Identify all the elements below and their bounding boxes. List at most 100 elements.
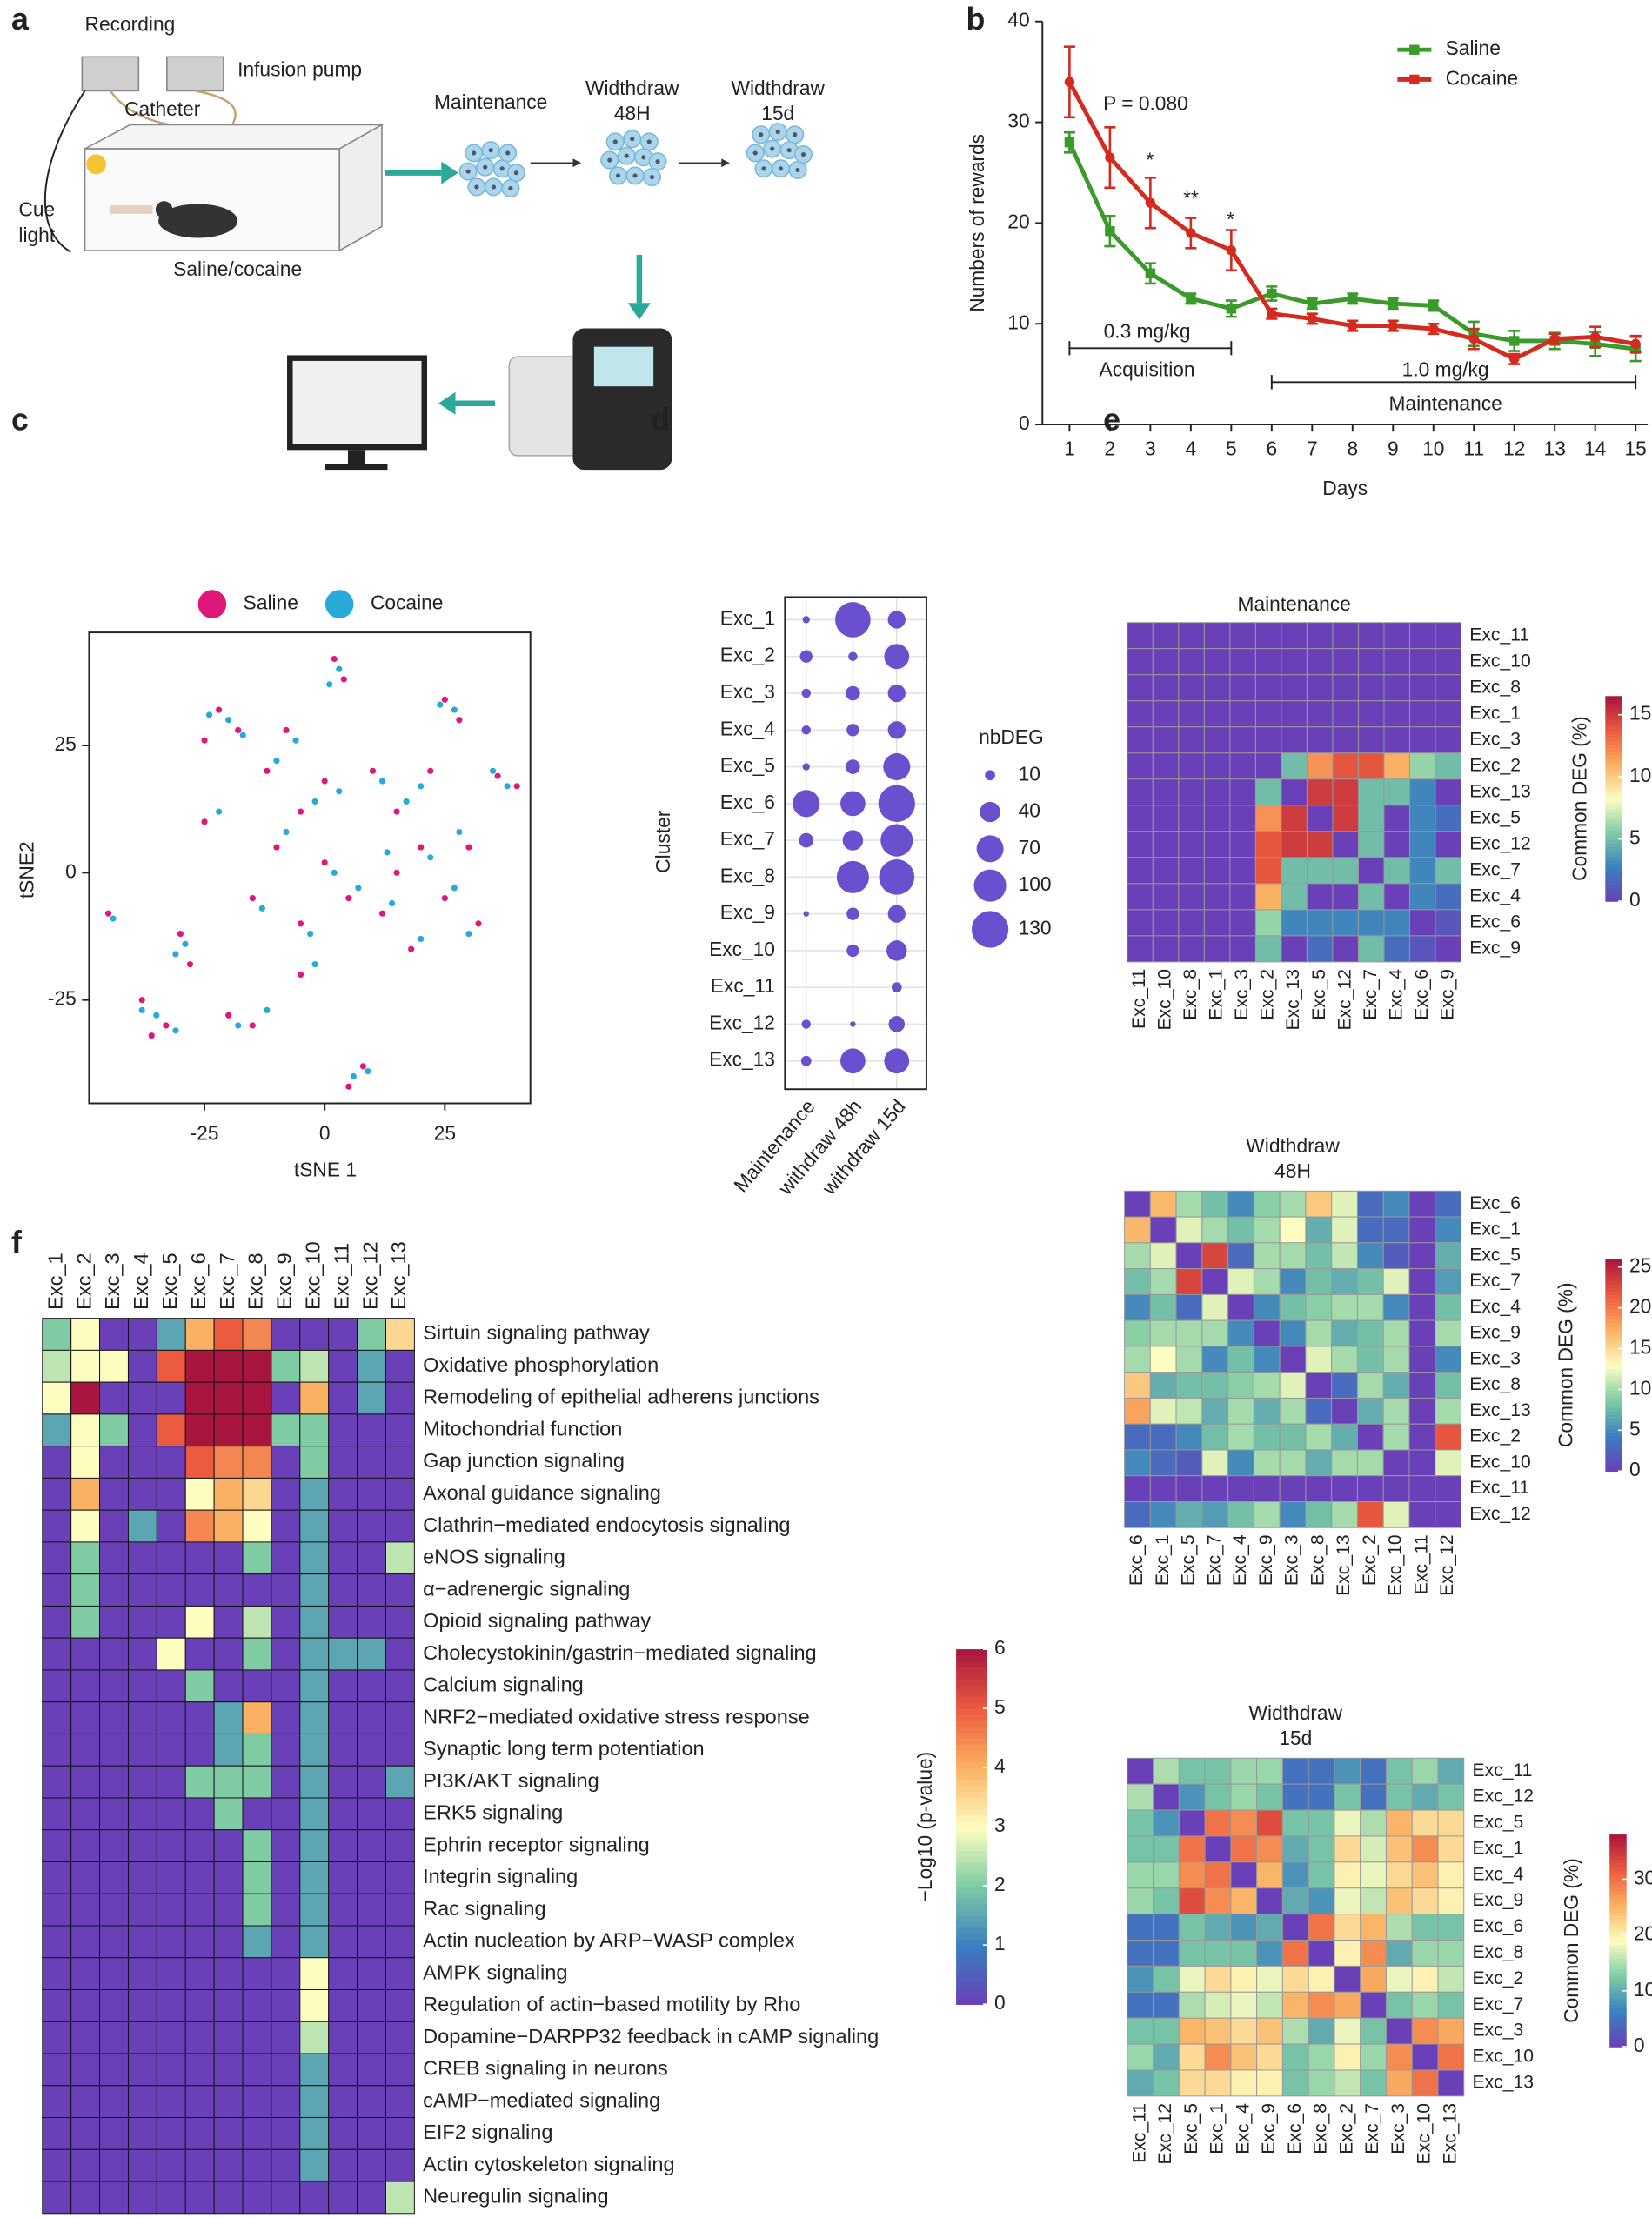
dot [803,911,809,917]
heatmap-cell [184,2117,215,2150]
heatmap-cell [1281,1757,1309,1785]
heatmap-cell [1279,1397,1307,1425]
heatmap-cell [1408,1190,1436,1218]
heatmap-cell [99,1637,129,1671]
colorbar-tick-label: 2 [994,1873,1006,1895]
column-label: Exc_9 [1437,969,1457,1020]
heatmap-cell [1281,726,1308,754]
heatmap-cell [357,1925,386,1959]
colorbar-segment [1609,1947,1627,1953]
heatmap-cell [1230,1887,1258,1915]
y-tick-label: Exc_5 [720,754,775,777]
heatmap-cell [99,1573,129,1607]
heatmap-cell [1279,1500,1307,1528]
heatmap-cell [1178,752,1205,780]
heatmap-cell [1279,1242,1307,1270]
heatmap-cell [299,2148,330,2182]
heatmap-cell [1124,1475,1151,1502]
point [441,696,448,703]
heatmap-cell [1229,883,1256,911]
dot [799,832,814,848]
heatmap-cell [1153,1991,1180,2019]
x-tick-label: 4 [1186,437,1197,459]
heatmap-cell [1201,1216,1229,1244]
colorbar-segment [1609,1926,1627,1931]
heatmap-cell [242,1541,272,1575]
heatmap-cell [1178,1940,1206,1967]
heatmap-cell [42,2117,72,2150]
heatmap-cell [1152,700,1180,728]
heatmap-cell [357,1413,386,1447]
heatmap-cell [70,2053,101,2087]
colorbar-segment [1605,723,1622,728]
cell-nucleus [632,173,638,178]
colorbar-segment [1609,2014,1627,2020]
heatmap-cell [1178,857,1205,885]
point [418,935,425,943]
heatmap-cell [385,1925,415,1959]
heatmap-cell [1435,752,1461,780]
heatmap-cell [1229,648,1256,676]
heatmap-cell [271,2117,301,2150]
colorbar-segment [1605,754,1622,758]
colorbar-segment [1605,863,1622,868]
heatmap-cell [1127,778,1154,806]
heatmap-cell [1334,1757,1361,1785]
heatmap-cell [1360,1887,1387,1915]
heatmap-cell [242,1509,272,1543]
y-tick-label: 10 [1007,311,1029,333]
heatmap-cell [70,1477,101,1511]
colorbar-segment [1605,1453,1622,1458]
heatmap-cell [299,2117,330,2150]
heatmap-title: 48H [1274,1159,1311,1182]
colorbar-segment [956,1654,987,1662]
heatmap-cell [1178,648,1205,676]
nesting [110,205,153,214]
colorbar-segment [956,1673,987,1680]
row-label: Remodeling of epithelial adherens juncti… [423,1386,819,1408]
colorbar-segment [1605,1456,1622,1461]
colorbar-segment [1605,1418,1622,1423]
heatmap-cell [1124,1242,1151,1270]
point [292,737,299,744]
cell-nucleus [759,132,764,137]
row-label: Exc_5 [1473,1813,1524,1833]
annotation: ** [1183,187,1199,210]
colorbar-segment [1609,1852,1627,1857]
heatmap-cell [1385,1835,1413,1863]
legend-marker [1409,44,1420,55]
colorbar-segment [1605,1336,1622,1341]
heatmap-cell [127,2021,157,2054]
dot [846,759,860,774]
heatmap-cell [213,2085,244,2119]
column-label: Exc_1 [1207,969,1227,1020]
column-label: Exc_6 [1127,1534,1147,1586]
heatmap-cell [1149,1372,1177,1399]
heatmap-cell [42,2085,72,2119]
point [201,818,208,825]
heatmap-cell [70,1349,101,1383]
heatmap-cell [1256,1965,1283,1993]
x-axis-label: Days [1322,477,1368,499]
colorbar-segment [956,1874,987,1881]
heatmap-cell [1204,2069,1232,2097]
heatmap-cell [1153,2017,1180,2045]
heatmap-cell [213,1765,244,1799]
point [110,915,117,922]
arrow-head [441,161,458,184]
heatmap-cell [1437,1914,1465,1941]
heatmap-cell [1360,2017,1387,2045]
heatmap-cell [213,1797,244,1831]
colorbar-segment [956,1679,987,1686]
y-tick-label: Exc_10 [709,938,775,960]
heatmap-cell [1203,805,1231,832]
heatmap-cell [1408,778,1436,806]
heatmap-cell [242,1669,272,1703]
colorbar-segment [1605,1259,1622,1264]
dot [846,685,860,701]
y-tick-label: Exc_2 [720,644,775,666]
heatmap-cell [1437,1809,1465,1837]
dot [835,602,871,638]
point [418,783,425,790]
heatmap-cell [1356,1242,1384,1270]
